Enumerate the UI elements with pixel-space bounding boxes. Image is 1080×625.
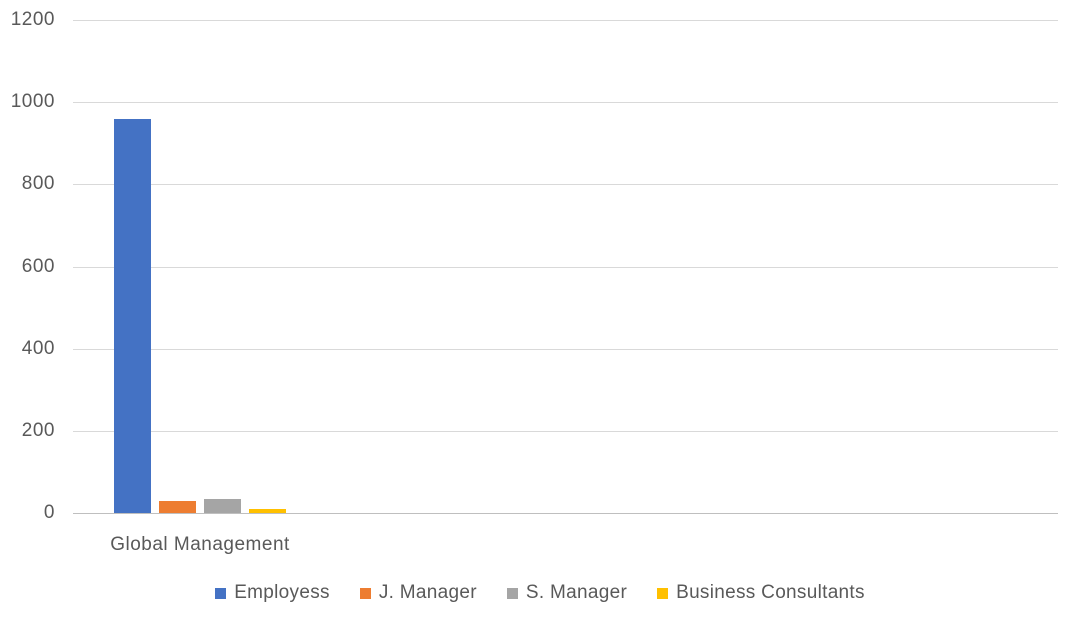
legend-item-employess: Employess bbox=[215, 582, 330, 604]
y-axis-tick-label: 400 bbox=[21, 337, 55, 359]
y-gridline bbox=[73, 102, 1058, 104]
x-axis-line bbox=[73, 513, 1058, 514]
y-gridline bbox=[73, 430, 1058, 432]
y-axis-tick-label: 600 bbox=[21, 255, 55, 277]
y-gridline bbox=[73, 184, 1058, 186]
bar-business-consultants bbox=[249, 508, 286, 513]
bar-j-manager bbox=[159, 501, 196, 513]
legend-label: J. Manager bbox=[378, 582, 477, 603]
y-axis-tick-label: 1200 bbox=[10, 9, 55, 30]
legend-item-j-manager: J. Manager bbox=[359, 582, 477, 604]
chart-legend: Employess J. Manager S. Manager Business Co… bbox=[0, 582, 1080, 604]
x-axis-category-label: Global Management bbox=[110, 534, 290, 555]
y-gridline bbox=[73, 348, 1058, 350]
legend-swatch-icon bbox=[657, 587, 669, 599]
y-axis-tick-label: 200 bbox=[21, 419, 55, 441]
legend-swatch-icon bbox=[506, 587, 518, 599]
bar-employess bbox=[114, 118, 151, 513]
y-axis-tick-label: 0 bbox=[43, 502, 55, 523]
y-axis-tick-label: 1000 bbox=[10, 91, 55, 113]
y-axis-tick-label: 800 bbox=[21, 173, 55, 195]
bar-s-manager bbox=[204, 499, 241, 513]
legend-label: Business Consultants bbox=[676, 582, 865, 603]
legend-label: S. Manager bbox=[525, 582, 628, 603]
legend-item-s-manager: S. Manager bbox=[506, 582, 628, 604]
y-gridline bbox=[73, 20, 1058, 21]
legend-item-business-consultants: Business Consultants bbox=[657, 582, 865, 604]
legend-swatch-icon bbox=[359, 587, 371, 599]
y-gridline bbox=[73, 266, 1058, 268]
legend-swatch-icon bbox=[215, 587, 227, 599]
legend-label: Employess bbox=[234, 582, 330, 603]
